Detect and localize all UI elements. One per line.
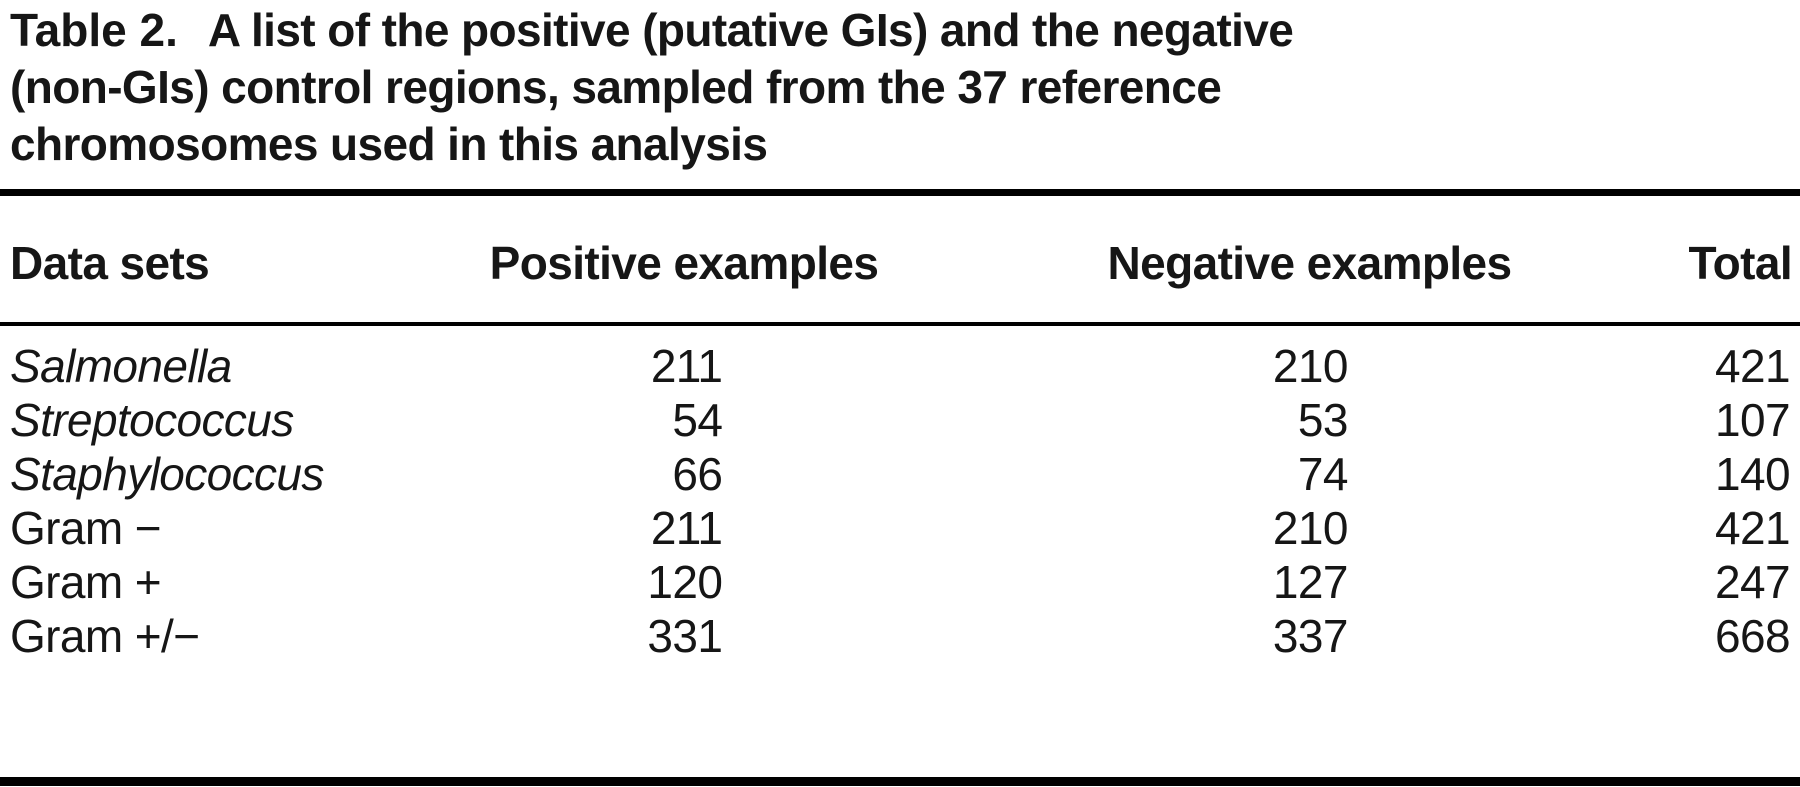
table-row: Gram +/− 331 337 668: [0, 609, 1800, 663]
negative-value: 127: [1272, 556, 1349, 608]
table-row: Gram + 120 127 247: [0, 555, 1800, 609]
positive-cell: 331: [360, 609, 1008, 663]
negative-cell: 210: [1008, 501, 1611, 555]
dataset-name: Salmonella: [10, 340, 232, 392]
positive-cell: 211: [360, 501, 1008, 555]
positive-cell: 120: [360, 555, 1008, 609]
negative-value: 210: [1272, 502, 1349, 554]
total-value: 140: [1715, 448, 1791, 500]
positive-cell: 54: [360, 393, 1008, 447]
caption-text-1: A list of the positive (putative GIs) an…: [207, 4, 1294, 56]
dataset-name: Staphylococcus: [10, 448, 324, 500]
header-row: Data sets Positive examples Negative exa…: [0, 196, 1800, 326]
negative-cell: 337: [1008, 609, 1611, 663]
table-row: Salmonella 211 210 421: [0, 324, 1800, 393]
top-rule: [0, 189, 1800, 196]
column-header-datasets: Data sets: [0, 196, 360, 326]
positive-value: 331: [647, 610, 723, 662]
total-value: 247: [1715, 556, 1791, 608]
bottom-rule: [0, 777, 1800, 786]
caption-line-3: chromosomes used in this analysis: [10, 118, 768, 170]
negative-value: 210: [1272, 340, 1349, 392]
data-table: Data sets Positive examples Negative exa…: [0, 196, 1800, 663]
total-value: 421: [1715, 340, 1791, 392]
table-caption: Table 2. A list of the positive (putative…: [0, 0, 1800, 173]
positive-value: 211: [650, 340, 723, 392]
total-value: 107: [1715, 394, 1791, 446]
dataset-name: Streptococcus: [10, 394, 294, 446]
table-header: Data sets Positive examples Negative exa…: [0, 196, 1800, 326]
caption-line-2: (non-GIs) control regions, sampled from …: [10, 61, 1222, 113]
positive-value: 66: [672, 448, 723, 500]
negative-value: 337: [1272, 610, 1349, 662]
column-header-total: Total: [1611, 196, 1800, 326]
positive-cell: 66: [360, 447, 1008, 501]
dataset-name: Gram −: [10, 502, 162, 554]
positive-value: 54: [672, 394, 723, 446]
table-row: Streptococcus 54 53 107: [0, 393, 1800, 447]
table-body: Salmonella 211 210 421 Streptococcus 54 …: [0, 324, 1800, 663]
negative-value: 53: [1297, 394, 1349, 446]
dataset-name: Gram +: [10, 556, 162, 608]
negative-cell: 210: [1008, 324, 1611, 393]
table-row: Staphylococcus 66 74 140: [0, 447, 1800, 501]
caption-line-1: Table 2. A list of the positive (putative…: [10, 2, 1800, 59]
positive-value: 211: [650, 502, 723, 554]
table-row: Gram − 211 210 421: [0, 501, 1800, 555]
positive-cell: 211: [360, 324, 1008, 393]
negative-cell: 53: [1008, 393, 1611, 447]
dataset-name: Gram +/−: [10, 610, 200, 662]
column-header-negative: Negative examples: [1008, 196, 1611, 326]
column-header-positive: Positive examples: [360, 196, 1008, 326]
negative-cell: 74: [1008, 447, 1611, 501]
total-value: 668: [1715, 610, 1791, 662]
total-value: 421: [1715, 502, 1791, 554]
negative-value: 74: [1297, 448, 1349, 500]
table-number-label: Table 2.: [10, 4, 178, 56]
positive-value: 120: [647, 556, 723, 608]
negative-cell: 127: [1008, 555, 1611, 609]
